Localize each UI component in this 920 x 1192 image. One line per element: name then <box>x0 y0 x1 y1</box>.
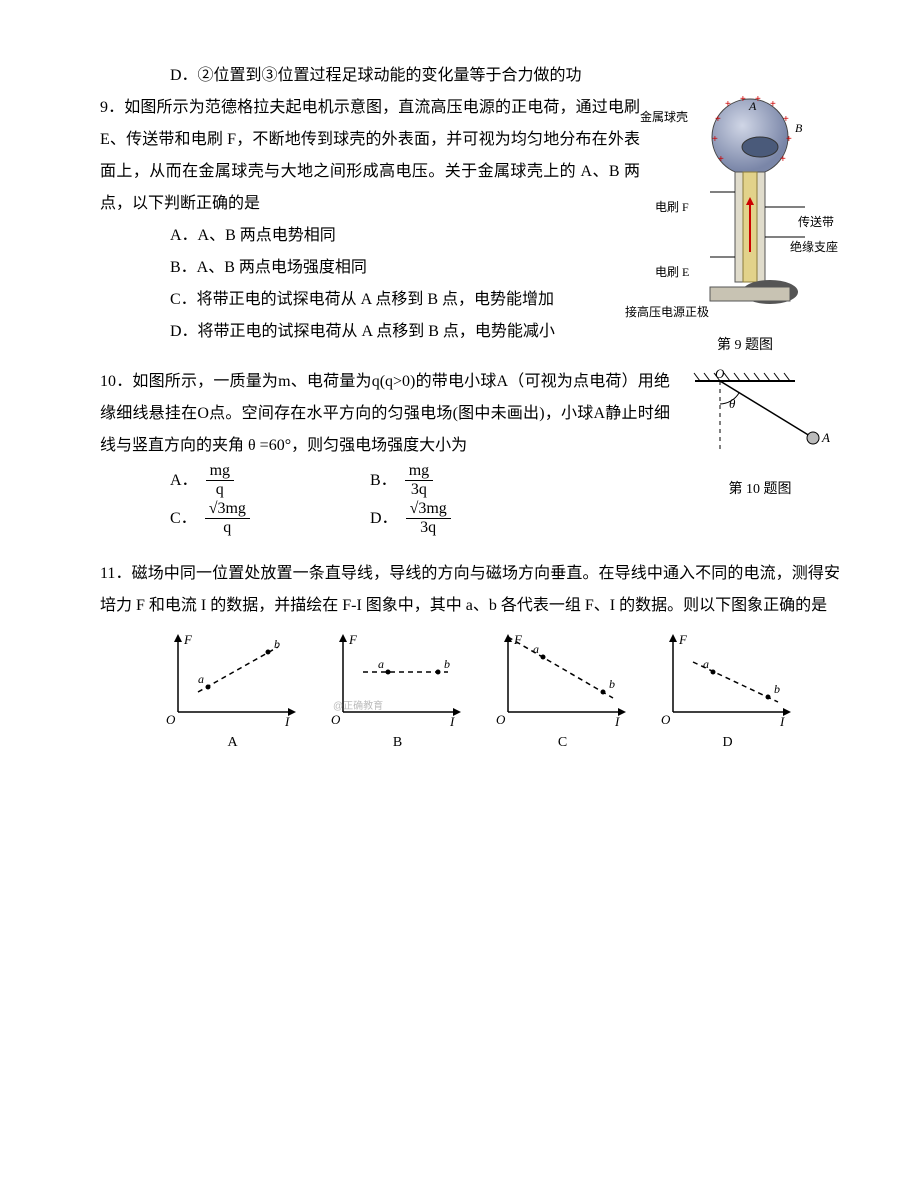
q10-figure: O θ A 第 10 题图 <box>680 366 840 504</box>
q9-label-stand: 绝缘支座 <box>790 235 838 259</box>
watermark: @正确教育 <box>333 697 383 717</box>
q11-number: 11． <box>100 565 132 582</box>
q11-graph-a: FIOab A <box>150 632 315 757</box>
q9-label-shell: 金属球壳 <box>640 105 688 129</box>
svg-text:b: b <box>444 657 450 671</box>
q9-figure: ++++ ++ ++ ++ A B <box>650 92 840 360</box>
q11-graphs: FIOab A FIOab @正确教育 B FIOab C FIOab D <box>150 632 810 757</box>
svg-text:I: I <box>284 714 290 727</box>
svg-text:+: + <box>712 134 718 145</box>
q8-option-d: D．②位置到③位置过程足球动能的变化量等于合力做的功 <box>170 60 840 92</box>
q9-label-a: A <box>748 99 757 113</box>
q10-caption: 第 10 题图 <box>680 476 840 504</box>
svg-text:O: O <box>496 712 506 727</box>
q9-number: 9． <box>100 99 124 116</box>
q10-stem: 如图所示，一质量为m、电荷量为q(q>0)的带电小球A（可视为点电荷）用绝缘细线… <box>100 373 670 454</box>
q10-option-d: D． √3mg3q <box>370 500 530 538</box>
q9-label-b: B <box>795 121 803 135</box>
svg-text:a: a <box>378 657 384 671</box>
svg-text:F: F <box>678 632 688 647</box>
svg-text:a: a <box>198 672 204 686</box>
svg-text:+: + <box>718 154 724 165</box>
q9-label-brushE: 电刷 E <box>655 260 689 284</box>
svg-text:O: O <box>715 366 725 381</box>
svg-text:+: + <box>715 114 721 125</box>
q11-stem: 磁场中同一位置处放置一条直导线，导线的方向与磁场方向垂直。在导线中通入不同的电流… <box>100 565 840 614</box>
svg-text:F: F <box>183 632 193 647</box>
svg-text:a: a <box>533 642 539 656</box>
svg-text:b: b <box>774 682 780 696</box>
svg-text:b: b <box>274 637 280 651</box>
q11-graph-b: FIOab @正确教育 B <box>315 632 480 757</box>
q10-option-b: B． mg3q <box>370 462 530 500</box>
q11-graph-c: FIOab C <box>480 632 645 757</box>
svg-text:a: a <box>703 657 709 671</box>
svg-text:I: I <box>614 714 620 727</box>
q10-option-c: C． √3mgq <box>170 500 330 538</box>
svg-text:+: + <box>780 154 786 165</box>
svg-text:F: F <box>348 632 358 647</box>
svg-text:O: O <box>166 712 176 727</box>
svg-text:I: I <box>779 714 785 727</box>
svg-text:+: + <box>740 94 746 105</box>
q9-label-brushF: 电刷 F <box>655 195 689 219</box>
q9-label-belt: 传送带 <box>798 210 834 234</box>
svg-text:F: F <box>513 632 523 647</box>
svg-text:+: + <box>786 134 792 145</box>
q9-label-source: 接高压电源正极 <box>625 300 709 324</box>
q9-caption: 第 9 题图 <box>650 332 840 360</box>
q9-stem: 如图所示为范德格拉夫起电机示意图，直流高压电源的正电荷，通过电刷 E、传送带和电… <box>100 99 640 212</box>
svg-text:I: I <box>449 714 455 727</box>
svg-text:O: O <box>661 712 671 727</box>
q11-graph-d: FIOab D <box>645 632 810 757</box>
q10-number: 10． <box>100 373 132 390</box>
svg-text:+: + <box>725 99 731 110</box>
q10-option-a: A． mgq <box>170 462 330 500</box>
svg-text:b: b <box>609 677 615 691</box>
svg-text:θ: θ <box>729 396 736 411</box>
svg-text:A: A <box>821 430 830 445</box>
svg-text:+: + <box>770 99 776 110</box>
svg-text:+: + <box>783 114 789 125</box>
